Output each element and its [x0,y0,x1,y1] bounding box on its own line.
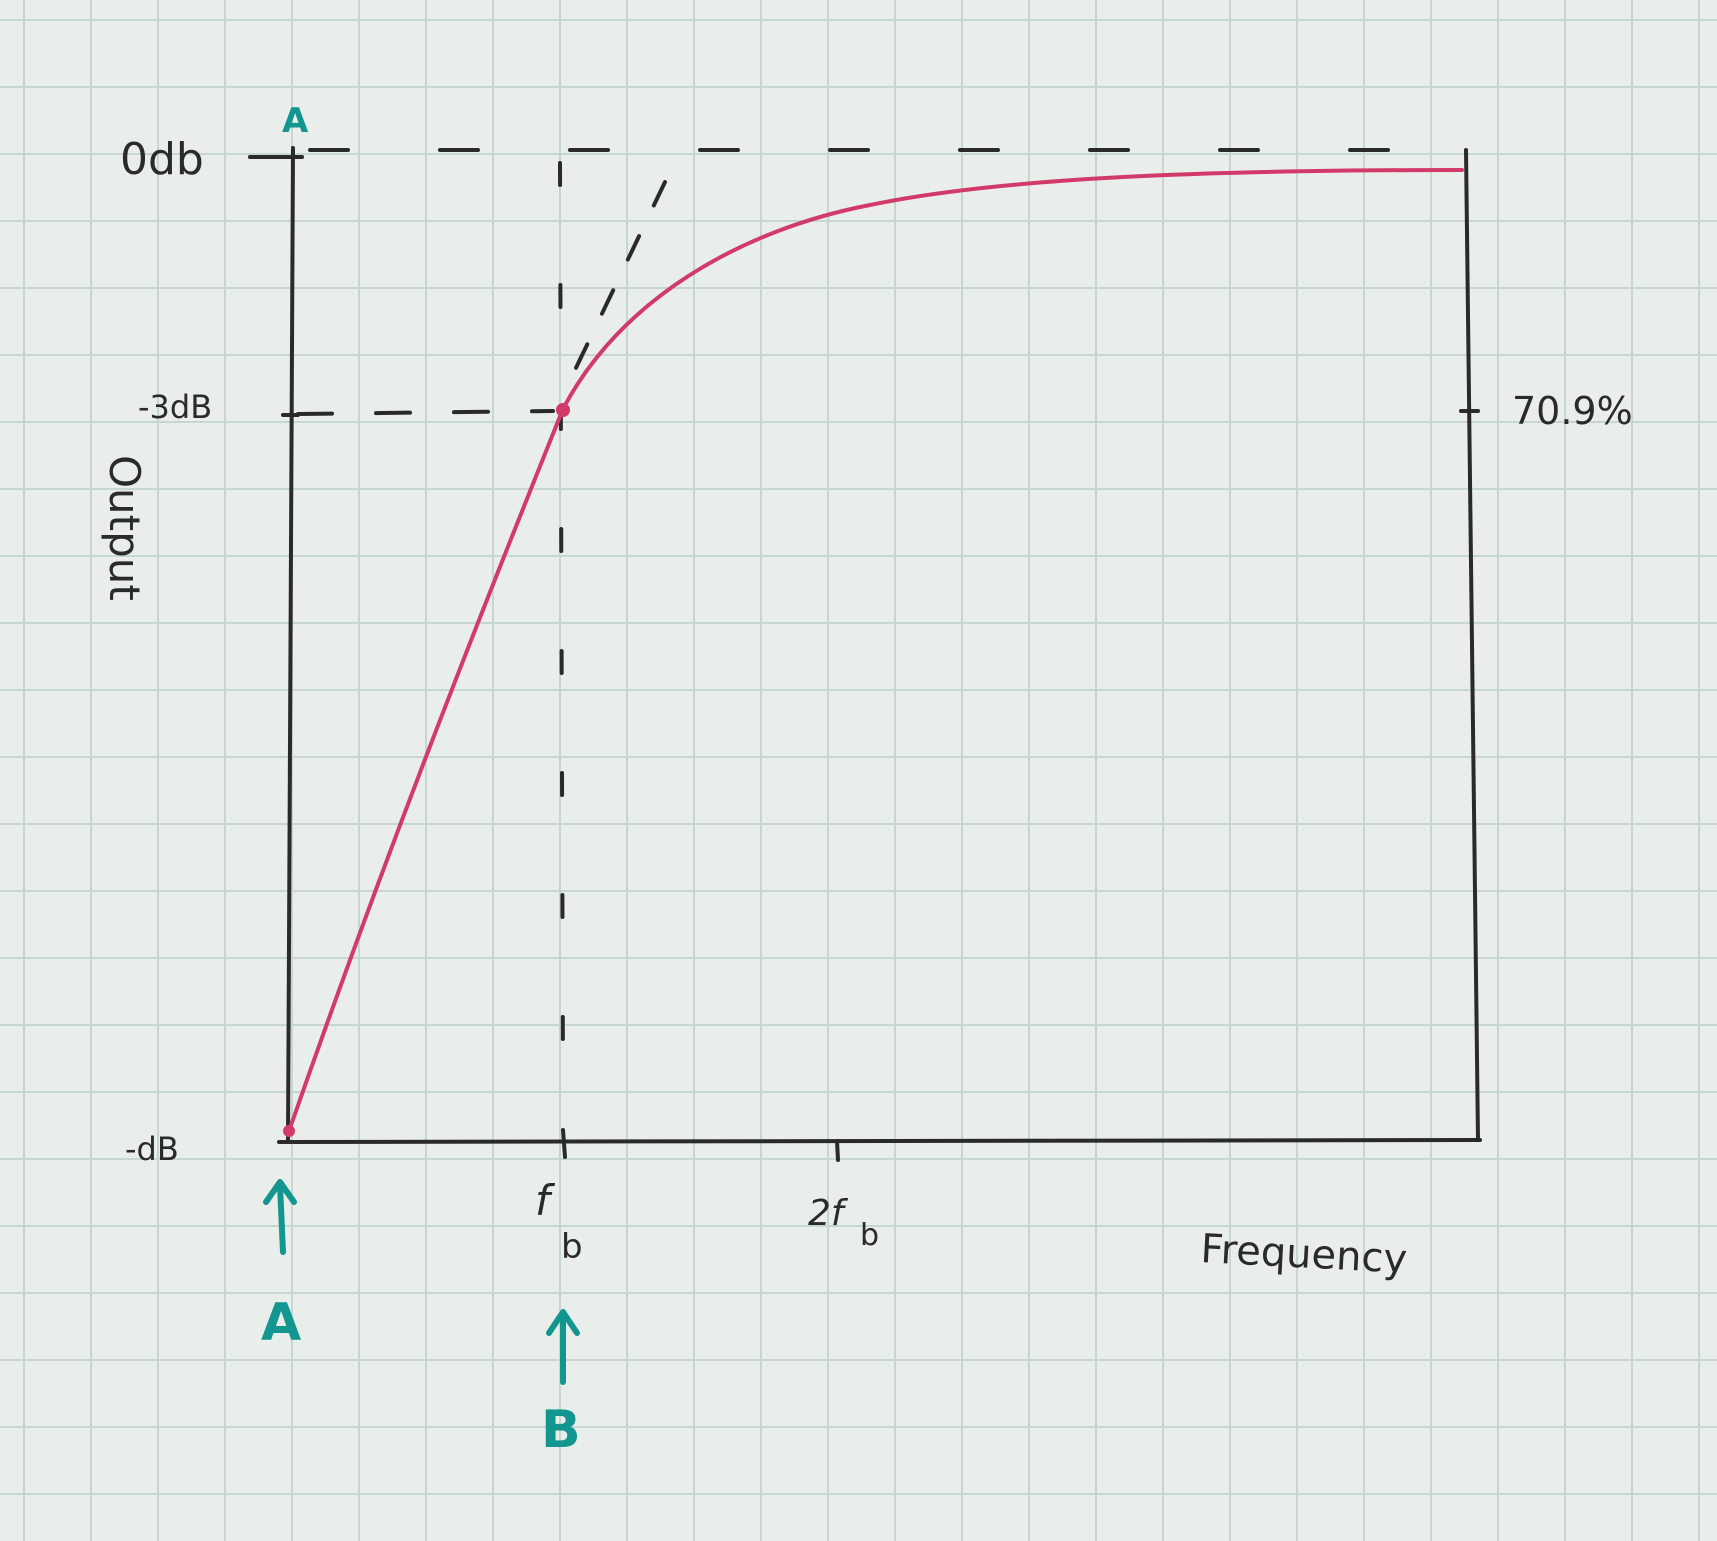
arrow-a-head [263,1179,297,1205]
marker-top-label: A [282,101,309,141]
fb-subscript: b [561,1227,583,1267]
y-mid-label: -3dB [138,388,212,426]
dashed-tangent-line [561,180,667,397]
y-bottom-label: -dB [125,1130,179,1168]
arrow-a-shaft [277,1182,286,1255]
y-axis-label: Output [100,455,149,601]
y-top-label: 0db [120,134,204,185]
right-mid-label: 70.9% [1512,389,1633,433]
arrow-b-head [546,1309,580,1336]
x-axis-label: Frequency [1199,1226,1408,1283]
x-axis-line [286,1138,1482,1144]
2fb-label: 2f [808,1193,849,1234]
cutoff-point [556,403,570,417]
tick-marks [248,155,1480,1162]
right-axis-line [1464,148,1480,1142]
tick-fb [561,1128,567,1159]
marker-b-label: B [541,1400,581,1460]
teal-arrows [263,1179,580,1385]
y-axis-line [286,146,295,1144]
plot-frame [286,146,1482,1144]
tick-2fb [835,1139,840,1162]
origin-point [283,1125,295,1137]
marker-a-label: A [261,1293,301,1353]
2fb-subscript: b [860,1218,879,1253]
response-curve [287,168,1464,1133]
dashed-guides [296,148,1397,1082]
